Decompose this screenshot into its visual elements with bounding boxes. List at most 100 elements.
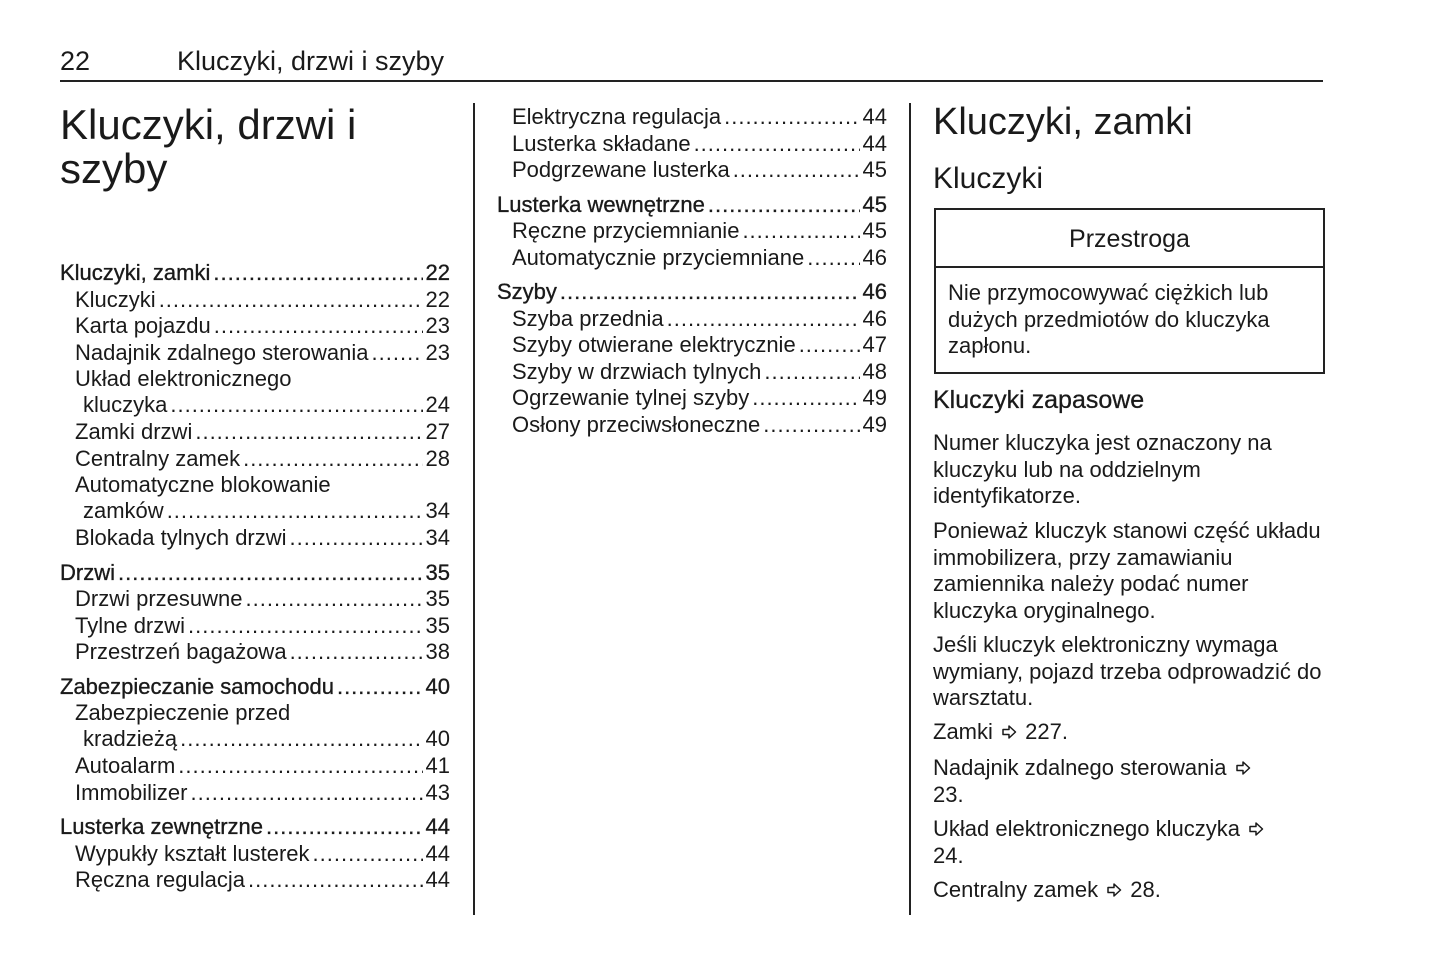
cross-reference[interactable]: Centralny zamek 28. [933,877,1333,904]
toc-entry[interactable]: Automatycznie przyciemniane 46 [512,245,887,271]
toc-entry[interactable]: Autoalarm 41 [75,753,450,779]
dot-leader [733,157,860,183]
toc-entry-label: Elektryczna regulacja [512,104,722,129]
toc-entry[interactable]: Podgrzewane lusterka 45 [512,157,887,183]
toc-entry-label: Karta pojazdu [75,313,211,338]
dot-leader [248,867,423,893]
toc-entry-row: Ogrzewanie tylnej szyby 49 [512,385,887,411]
toc-entry[interactable]: Szyba przednia 46 [512,306,887,332]
toc-entry-row: Wypukły kształt lusterek 44 [75,841,450,867]
toc-page-number: 46 [862,305,887,331]
toc-entry[interactable]: Szyby w drzwiach tylnych 48 [512,359,887,385]
toc-entry[interactable]: Ręczna regulacja 44 [75,867,450,893]
toc-entry[interactable]: Lusterka zewnętrzne 44 [60,814,450,840]
toc-entry-label: Osłony przeciwsłoneczne [512,411,761,437]
toc-entry[interactable]: Blokada tylnych drzwi 34 [75,525,450,551]
toc-entry[interactable]: Ogrzewanie tylnej szyby 49 [512,385,887,411]
dot-leader [195,419,422,445]
toc-entry-label: Zamki drzwi [75,419,193,444]
reference-text: Zamki [933,719,999,744]
toc-page-number: 44 [862,130,887,156]
toc-entry[interactable]: Immobilizer 43 [75,780,450,806]
dot-leader [799,332,860,358]
toc-entry[interactable]: Lusterka składane 44 [512,131,887,157]
dot-leader [764,359,859,385]
toc-entry[interactable]: Centralny zamek 28 [75,446,450,472]
toc-page-number: 41 [425,753,450,778]
toc-entry[interactable]: Lusterka wewnętrzne 45 [497,191,887,218]
toc-entry-row: Elektryczna regulacja 44 [512,104,887,130]
toc-entry-label: Tylne drzwi [75,612,186,638]
toc-entry[interactable]: Drzwi przesuwne 35 [75,586,450,612]
toc-entry[interactable]: Tylne drzwi 35 [75,613,450,639]
toc-page-number: 22 [425,260,450,285]
toc-entry[interactable]: Ręczne przyciemnianie 45 [512,218,887,244]
toc-entry-row: Szyby otwierane elektrycznie 47 [512,332,887,358]
toc-entry[interactable]: Zabezpieczanie samochodu 40 [60,673,450,700]
toc-entry[interactable]: Nadajnik zdalnego sterowania 23 [75,340,450,366]
toc-entry[interactable]: Wypukły kształt lusterek 44 [75,841,450,867]
toc-page-number: 44 [862,104,887,129]
toc-entry[interactable]: Karta pojazdu 23 [75,313,450,339]
dot-leader [313,841,423,867]
toc-entry-row: Immobilizer 43 [75,780,450,806]
toc-entry-label: Automatyczne blokowanie [75,472,331,497]
dot-leader [763,412,859,438]
toc-entry[interactable]: Drzwi 35 [60,559,450,586]
toc-entry[interactable]: Kluczyki, zamki 22 [60,260,450,286]
toc-entry-label: Blokada tylnych drzwi [75,525,287,550]
toc-page-number: 27 [425,419,450,444]
dot-leader [708,192,860,218]
toc-page-number: 40 [425,673,450,699]
toc-page-number: 38 [425,639,450,664]
toc-entry-row: Ręczna regulacja 44 [75,867,450,893]
toc-entry[interactable]: Elektryczna regulacja 44 [512,104,887,130]
dot-leader [290,639,423,665]
toc-page-number: 43 [425,779,450,805]
dot-leader [752,385,859,411]
toc-page-number: 35 [425,559,450,585]
dot-leader [243,446,422,472]
toc-page-number: 35 [425,586,450,611]
toc-entry-row: Kluczyki, zamki 22 [60,260,450,286]
reference-page: 24. [933,842,964,868]
dot-leader [807,245,859,271]
toc-entry-label: Przestrzeń bagażowa [75,639,287,664]
cross-reference[interactable]: Układ elektronicznego kluczyka 24. [933,816,1273,869]
toc-entry-label: Nadajnik zdalnego sterowania [75,339,369,365]
toc-entry[interactable]: Kluczyki 22 [75,287,450,313]
toc-entry[interactable]: Osłony przeciwsłoneczne 49 [512,412,887,438]
toc-entry-row: kluczyka 24 [75,392,450,418]
section-title: Kluczyki, zamki [933,101,1193,143]
toc-entry-row: Lusterka składane 44 [512,131,887,157]
dot-leader [178,753,422,779]
cross-reference[interactable]: Nadajnik zdalnego sterowania 23. [933,755,1273,808]
toc-entry[interactable]: Zamki drzwi 27 [75,419,450,445]
dot-leader [667,306,860,332]
toc-entry-label: Autoalarm [75,753,176,778]
toc-entry-row: Szyby w drzwiach tylnych 48 [512,359,887,385]
toc-entry-row: Lusterka zewnętrzne 44 [60,814,450,840]
subsection-title: Kluczyki [933,162,1044,195]
toc-entry-row: Osłony przeciwsłoneczne 49 [512,412,887,438]
toc-entry-row: Automatycznie przyciemniane 46 [512,245,887,271]
cross-reference[interactable]: Zamki 227. [933,719,1333,746]
reference-page: 227. [1019,719,1068,744]
arrow-right-outline-icon [1001,720,1017,739]
toc-entry[interactable]: Przestrzeń bagażowa 38 [75,639,450,665]
dot-leader [214,313,423,339]
toc-page-number: 44 [425,840,450,866]
toc-entry-row: Lusterka wewnętrzne 45 [497,191,887,218]
toc-entry[interactable]: Szyby 46 [497,279,887,305]
dot-leader [560,279,860,305]
toc-entry[interactable]: Szyby otwierane elektrycznie 47 [512,332,887,358]
toc-entry-label: Szyby [497,279,557,304]
toc-entry-row: zamków 34 [75,498,450,524]
dot-leader [180,726,422,752]
toc-entry-label: Lusterka wewnętrzne [497,191,705,217]
toc-page-number: 49 [862,411,887,437]
toc-entry-row: Zamki drzwi 27 [75,419,450,445]
